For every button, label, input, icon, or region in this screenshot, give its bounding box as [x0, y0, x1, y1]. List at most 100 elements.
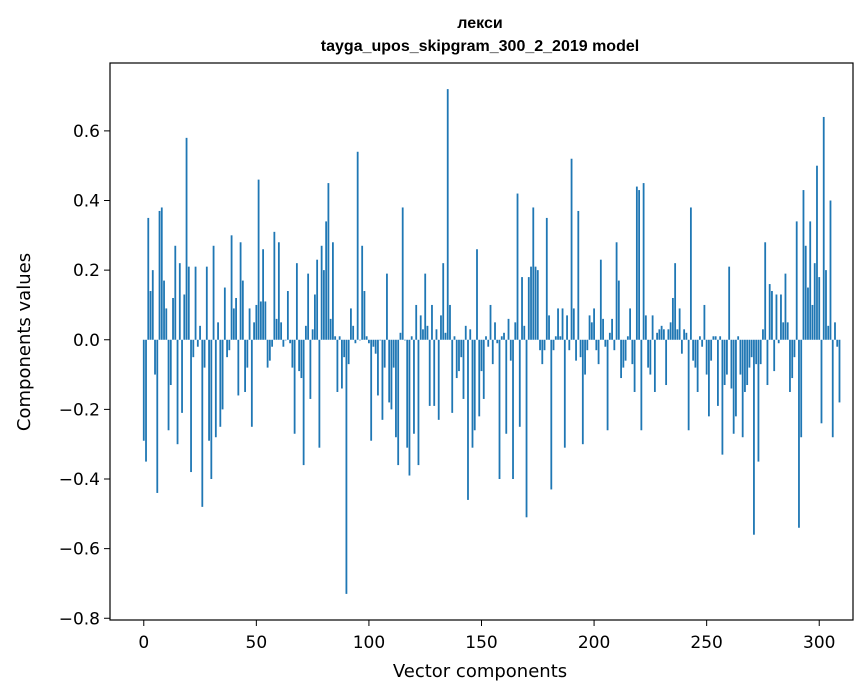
bar-55 — [266, 339, 269, 368]
bar-297 — [811, 304, 814, 340]
bar-287 — [789, 339, 791, 392]
bar-182 — [552, 339, 555, 351]
bar-306 — [831, 339, 834, 438]
bar-262 — [732, 339, 735, 434]
y-tick-label: 0.4 — [73, 192, 100, 212]
bar-185 — [559, 336, 562, 340]
bar-59 — [275, 318, 278, 340]
y-tick-label: 0.2 — [73, 261, 100, 281]
bar-278 — [768, 284, 771, 340]
bar-175 — [536, 270, 539, 340]
bar-87 — [338, 336, 341, 340]
bar-98 — [363, 291, 366, 340]
bar-64 — [286, 291, 289, 340]
bar-88 — [341, 339, 343, 389]
bar-11 — [167, 339, 170, 431]
bar-152 — [485, 336, 487, 340]
bar-271 — [753, 339, 755, 535]
bar-7 — [158, 210, 161, 340]
bar-36 — [223, 287, 226, 340]
bar-38 — [228, 339, 231, 351]
bar-132 — [440, 315, 442, 340]
bar-204 — [602, 318, 604, 340]
bar-180 — [548, 315, 550, 340]
bar-69 — [298, 339, 301, 372]
bar-65 — [289, 339, 292, 344]
bar-146 — [471, 339, 474, 448]
bar-130 — [435, 329, 438, 340]
bar-119 — [410, 336, 413, 340]
bar-114 — [399, 332, 402, 340]
bar-235 — [671, 297, 674, 340]
bar-305 — [829, 200, 832, 340]
bar-97 — [361, 245, 364, 340]
bar-293 — [802, 190, 805, 340]
x-axis-ticks: 0 50 100 150 200 250 300 — [138, 620, 835, 653]
bar-71 — [302, 339, 305, 466]
y-axis-label: Components values — [14, 253, 35, 431]
bar-247 — [699, 336, 701, 340]
x-axis-label: Vector components — [393, 661, 567, 682]
bar-195 — [581, 339, 584, 445]
bar-223 — [644, 315, 647, 340]
bar-163 — [509, 339, 512, 361]
bar-248 — [701, 339, 704, 347]
bar-250 — [705, 339, 708, 375]
bar-171 — [527, 277, 530, 340]
bar-19 — [185, 137, 188, 340]
bar-243 — [689, 207, 692, 340]
bar-281 — [775, 294, 778, 340]
chart-title-line1: лекси — [457, 15, 502, 32]
bar-173 — [532, 207, 535, 340]
bar-189 — [568, 339, 571, 351]
bar-3 — [149, 291, 152, 340]
bar-133 — [442, 263, 445, 340]
bar-56 — [268, 339, 271, 361]
bar-101 — [370, 339, 373, 441]
bar-179 — [545, 217, 548, 340]
bar-45 — [244, 339, 246, 392]
bar-232 — [665, 339, 668, 386]
bar-86 — [336, 339, 339, 392]
bar-31 — [212, 245, 215, 340]
bar-32 — [214, 339, 217, 438]
bar-200 — [593, 308, 595, 340]
bar-288 — [791, 339, 794, 379]
bar-251 — [708, 339, 710, 417]
bar-28 — [205, 266, 208, 340]
bar-205 — [604, 339, 607, 347]
bar-39 — [230, 235, 233, 340]
bar-126 — [426, 325, 429, 340]
bar-203 — [599, 259, 602, 340]
bar-178 — [543, 339, 546, 351]
bar-74 — [309, 339, 312, 399]
bar-219 — [635, 186, 638, 340]
bar-147 — [473, 339, 476, 431]
bar-138 — [453, 336, 456, 340]
bar-141 — [460, 339, 463, 358]
bar-176 — [539, 339, 541, 351]
bar-214 — [624, 339, 627, 361]
bar-266 — [741, 339, 744, 438]
y-axis-ticks: −0.8 −0.6 −0.4 −0.2 0.0 0.2 0.4 0.6 — [59, 122, 110, 629]
bar-34 — [219, 339, 222, 427]
bar-108 — [386, 273, 388, 340]
bar-169 — [523, 325, 526, 340]
bar-103 — [374, 339, 377, 354]
bar-184 — [557, 308, 559, 340]
bar-301 — [820, 339, 823, 424]
bar-91 — [347, 339, 350, 365]
bar-236 — [674, 263, 677, 340]
y-tick-label: 0.6 — [73, 122, 100, 142]
bar-72 — [304, 325, 307, 340]
bar-40 — [232, 308, 235, 340]
bar-136 — [449, 304, 451, 340]
bar-57 — [271, 339, 274, 347]
bar-145 — [469, 329, 472, 340]
bar-292 — [800, 339, 803, 438]
bar-120 — [413, 339, 415, 434]
bar-137 — [451, 339, 454, 413]
bar-229 — [658, 329, 661, 340]
bar-224 — [647, 339, 650, 368]
bar-35 — [221, 339, 224, 410]
